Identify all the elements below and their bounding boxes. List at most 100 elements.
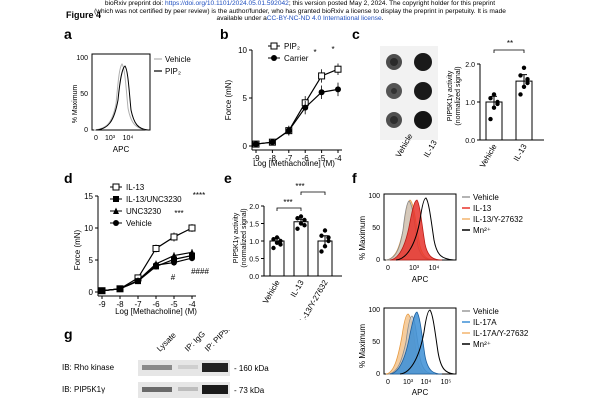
legend-il13: IL-13 [473,204,492,213]
blot-row-label-pip5k1g: IB: PIP5K1γ [62,385,105,394]
data-point [326,238,331,244]
x-tick-label: -5 [318,154,326,163]
panel-f-top-xtick: 10⁴ [429,265,440,272]
data-point [188,224,196,232]
data-point [491,92,497,97]
figure-title: Figure 4 [66,10,102,20]
data-point [335,86,341,93]
data-point [278,242,283,247]
data-point [171,252,177,259]
panel-f-top-xlabel: APC [412,275,429,284]
x-tick-label: -7 [134,300,142,309]
panel-f-top-xtick: 10³ [409,265,420,272]
data-point [271,237,276,242]
doi-link[interactable]: https://doi.org/10.1101/2024.05.01.59204… [165,0,289,7]
panel-label-d: d [64,170,73,186]
panel-f-ytick: 50 [372,225,380,232]
legend-il17a-y27632: IL-17A/Y-27632 [473,329,529,338]
y-tick-label: 1.5 [249,222,259,229]
data-point [518,92,523,97]
legend-vehicle: Vehicle [473,193,499,202]
legend-marker [271,55,277,61]
panel-a-xtick: 10⁴ [123,135,134,142]
legend-label: UNC3230 [126,207,162,216]
legend-label: IL-13/UNC3230 [126,195,182,204]
blot-band-lysate [142,365,172,370]
legend-label: Vehicle [126,219,152,228]
legend-label: Carrier [284,54,309,63]
panel-e-ylabel: PIP5K1γ activity(normalized signal) [233,208,248,267]
y-tick-label: 5 [243,94,248,103]
panel-d-hash-quad: #### [191,267,209,276]
series-line [101,257,193,292]
dot-blot-spot [414,82,432,100]
data-point [326,235,331,240]
panel-f-ytick: 0 [376,257,380,264]
data-point [135,278,141,285]
data-point [319,249,324,254]
panel-a-xtick: 0 [94,135,98,142]
blot-row-label-rho-kinase: IB: Rho kinase [62,363,115,372]
panel-f-ytick: 100 [368,193,380,200]
data-point [153,262,159,269]
panel-label-f: f [352,170,357,186]
panel-f-ytick: 50 [372,339,380,346]
panel-g-western-blot: Lysate IP: IgG IP: PIP5K1γ IB: Rho kinas… [62,330,269,398]
panel-a-frame [91,53,151,131]
panel-f-top-il13-curve [389,199,443,261]
legend-vehicle: Vehicle [165,55,191,64]
data-point [274,235,280,240]
category-label: Vehicle [261,278,282,305]
data-point [525,80,530,86]
data-point [521,84,527,89]
data-point [525,77,530,82]
panel-a-ytick: 100 [76,55,88,62]
data-point [302,104,309,111]
y-tick-label: 0 [89,288,94,297]
data-point [298,221,304,226]
panel-c-ylabel-line2: (normalized signal) [455,66,462,125]
panel-d-hash-single: # [171,273,176,282]
panel-c-dot-blot: Vehicle IL-13 [380,46,439,159]
blot-band-igg [178,365,198,369]
y-tick-label: 5 [89,256,94,265]
panel-b-xlabel: Log [Methacholine] (M) [253,159,335,168]
data-point [274,240,280,245]
panel-f-bottom-xtick: 10³ [403,379,414,386]
data-point [322,228,328,233]
data-point [318,72,326,80]
panel-c-ylabel: PIP5K1γ activity(normalized signal) [447,66,462,125]
panel-c-bar-chart: PIP5K1γ activity(normalized signal) ** 0… [447,39,544,168]
blot-band-igg [178,387,198,391]
header-text: (which was not certified by peer review)… [94,7,506,15]
x-tick-label: -5 [170,300,178,309]
y-tick-label: 1.0 [249,239,259,246]
legend-vehicle: Vehicle [473,307,499,316]
data-point [495,101,500,107]
legend-marker [113,196,119,202]
data-point [491,105,497,110]
license-link[interactable]: CC-BY-NC-ND 4.0 International license [266,15,382,23]
panel-f-bottom-mn-curve [399,309,455,375]
lane-label-ip-pip5k1g: IP: PIP5K1γ [203,330,240,353]
dot-blot-spot-core [391,88,397,94]
blot-band-ip [202,363,228,372]
legend-marker [112,183,120,191]
significance-bracket [276,207,302,211]
panel-f-bottom-xlabel: APC [412,388,429,397]
data-point [99,287,105,294]
x-tick-label: -4 [334,154,342,163]
panel-f-top-xtick: 0 [386,265,390,272]
data-point [253,141,259,148]
dot-blot-spot [414,111,432,129]
panel-a-xtick: 10³ [105,135,116,142]
legend-label: IL-13 [126,183,145,192]
data-point [285,127,292,134]
panel-f-top-mn-curve [395,197,455,261]
blot-size-73: - 73 kDa [234,386,265,395]
data-point [271,245,276,251]
panel-label-a: a [64,26,72,42]
panel-f-bottom-ylabel: % Maximum [358,324,367,368]
panel-label-b: b [220,26,229,42]
preprint-header: bioRxiv preprint doi: https://doi.org/10… [0,0,600,23]
